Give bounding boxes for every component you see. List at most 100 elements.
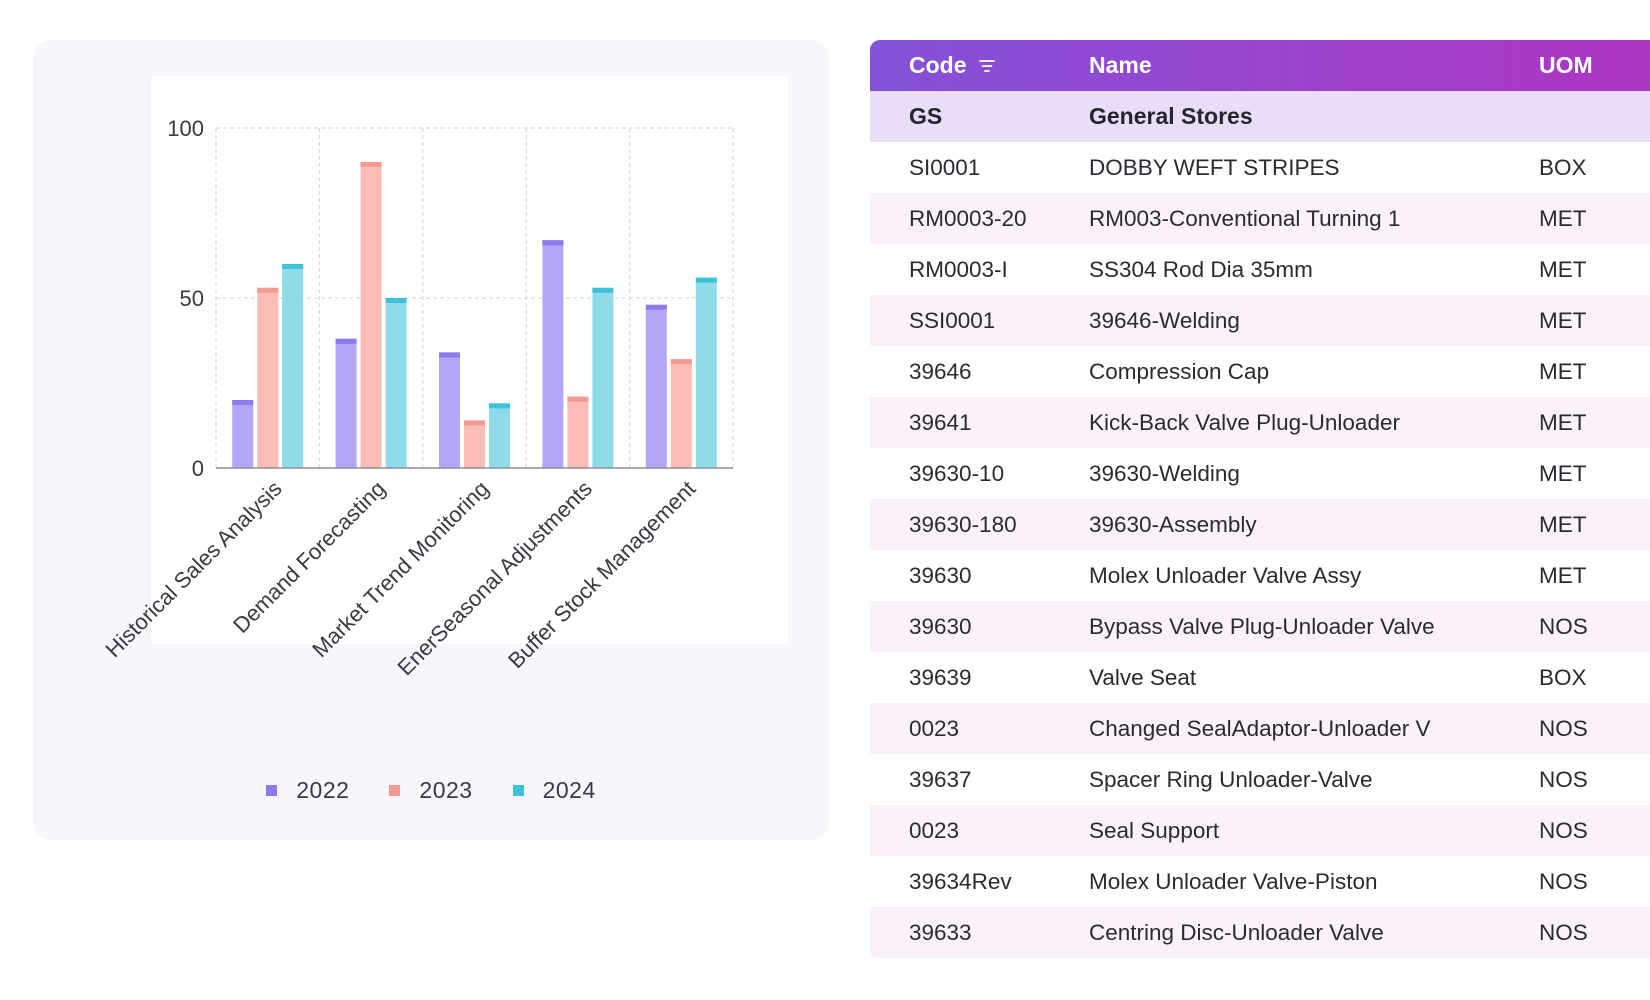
- table-row[interactable]: 39641 Kick-Back Valve Plug-Unloader MET: [870, 397, 1650, 448]
- cell-name: 39630-Welding: [1089, 460, 1240, 486]
- table-row[interactable]: RM0003-I SS304 Rod Dia 35mm MET: [870, 244, 1650, 295]
- y-tick-label: 100: [167, 116, 204, 141]
- group-row-general-stores[interactable]: GS General Stores: [870, 91, 1650, 142]
- bar-2023-3: [567, 396, 589, 468]
- cell-code: RM0003-I: [909, 256, 1008, 282]
- items-table: Code Name UOM GS General Stores SI0001 DO…: [870, 40, 1650, 960]
- cell-name: SS304 Rod Dia 35mm: [1089, 256, 1313, 282]
- table-row[interactable]: 39634Rev Molex Unloader Valve-Piston NOS: [870, 856, 1650, 907]
- table-row[interactable]: 39637 Spacer Ring Unloader-Valve NOS: [870, 754, 1650, 805]
- bar-cap-2022-2: [439, 352, 460, 358]
- table-row[interactable]: RM0003-20 RM003-Conventional Turning 1 MET: [870, 193, 1650, 244]
- chart-card: 0 50 100 Historical Sales Analysis Demand Fo…: [33, 40, 829, 840]
- bar-2022-4: [645, 304, 667, 468]
- cell-name: 39630-Assembly: [1089, 511, 1257, 537]
- cell-uom: MET: [1539, 205, 1587, 231]
- cell-uom: NOS: [1539, 715, 1588, 741]
- y-tick-label: 50: [180, 286, 204, 311]
- cell-name: Spacer Ring Unloader-Valve: [1089, 766, 1373, 792]
- column-header-name[interactable]: Name: [1089, 52, 1152, 78]
- column-header-code[interactable]: Code: [870, 52, 1089, 79]
- chart-legend: 2022 2023 2024: [33, 770, 829, 810]
- x-category-label: Historical Sales Analysis: [100, 476, 286, 662]
- cell-uom: BOX: [1539, 154, 1587, 180]
- cell-name: Molex Unloader Valve-Piston: [1089, 868, 1378, 894]
- table-row[interactable]: 0023 Seal Support NOS: [870, 805, 1650, 856]
- bar-cap-2022-1: [335, 338, 357, 344]
- bar-cap-2022-0: [232, 400, 254, 405]
- cell-uom: MET: [1539, 307, 1587, 333]
- bar-2024-2: [489, 403, 510, 468]
- cell-uom: MET: [1539, 358, 1587, 384]
- legend-item-2024[interactable]: 2024: [512, 776, 596, 804]
- bar-2023-1: [360, 162, 382, 468]
- table-row[interactable]: SSI0001 39646-Welding MET: [870, 295, 1650, 346]
- cell-code: 0023: [909, 715, 960, 741]
- cell-code: 39630-180: [909, 511, 1017, 537]
- cell-name: Valve Seat: [1089, 664, 1197, 690]
- cell-uom: BOX: [1539, 664, 1587, 690]
- legend-item-2023[interactable]: 2023: [389, 777, 472, 804]
- table-row[interactable]: 39633 Centring Disc-Unloader Valve NOS: [870, 907, 1650, 958]
- cell-uom: NOS: [1539, 868, 1588, 894]
- legend-item-2022[interactable]: 2022: [266, 777, 349, 804]
- cell-name: Changed SealAdaptor-Unloader V: [1089, 715, 1431, 741]
- cell-code: 0023: [909, 817, 960, 843]
- bar-cap-2024-1: [385, 298, 407, 303]
- cell-code: 39646: [909, 358, 972, 384]
- cell-name: Compression Cap: [1089, 358, 1270, 384]
- cell-uom: NOS: [1539, 817, 1588, 843]
- table-row[interactable]: 39646 Compression Cap MET: [870, 346, 1650, 397]
- table-row[interactable]: 0023 Changed SealAdaptor-Unloader V NOS: [870, 703, 1650, 754]
- column-header-uom[interactable]: UOM: [1539, 52, 1593, 78]
- cell-name: Bypass Valve Plug-Unloader Valve: [1089, 613, 1435, 639]
- bar-cap-2024-3: [592, 287, 614, 293]
- cell-name: Seal Support: [1089, 817, 1220, 843]
- table-row[interactable]: SI0001 DOBBY WEFT STRIPES BOX: [870, 142, 1650, 193]
- table-row[interactable]: 39630 Bypass Valve Plug-Unloader Valve NOS: [870, 601, 1650, 652]
- cell-code: SSI0001: [909, 307, 996, 333]
- bar-cap-2024-0: [282, 264, 304, 269]
- x-category-label: EnerSeasonal Adjustments: [392, 476, 596, 680]
- bar-cap-2023-3: [567, 396, 589, 402]
- cell-code: 39630: [909, 562, 972, 588]
- bar-2022-1: [335, 338, 357, 468]
- bar-2024-3: [592, 287, 614, 468]
- table-header-row: Code Name UOM: [870, 40, 1650, 91]
- cell-uom: NOS: [1539, 766, 1588, 792]
- legend-swatch: [266, 784, 278, 796]
- bar-2024-0: [282, 264, 304, 468]
- bar-cap-2023-4: [670, 359, 692, 365]
- legend-swatch: [512, 784, 524, 796]
- cell-uom: MET: [1539, 256, 1587, 282]
- group-code: GS: [909, 103, 943, 129]
- legend-label: 2024: [542, 776, 596, 803]
- bar-cap-2023-1: [360, 162, 382, 167]
- column-header-code-label: Code: [909, 52, 967, 78]
- legend-label: 2022: [296, 776, 350, 803]
- cell-uom: NOS: [1539, 613, 1588, 639]
- bar-cap-2023-0: [257, 287, 279, 293]
- bar-2023-2: [464, 420, 485, 468]
- cell-uom: MET: [1539, 511, 1587, 537]
- bar-2022-3: [542, 240, 564, 468]
- cell-name: RM003-Conventional Turning 1: [1089, 205, 1401, 231]
- cell-uom: MET: [1539, 409, 1587, 435]
- table-row[interactable]: 39630-180 39630-Assembly MET: [870, 499, 1650, 550]
- bar-cap-2024-4: [695, 277, 717, 283]
- cell-name: 39646-Welding: [1089, 307, 1240, 333]
- table-row[interactable]: 39639 Valve Seat BOX: [870, 652, 1650, 703]
- cell-uom: MET: [1539, 562, 1587, 588]
- bar-cap-2022-4: [645, 304, 667, 310]
- cell-code: SI0001: [909, 154, 981, 180]
- cell-code: 39634Rev: [909, 868, 1012, 894]
- cell-uom: NOS: [1539, 919, 1588, 945]
- table-row[interactable]: 39630-10 39630-Welding MET: [870, 448, 1650, 499]
- bar-2024-1: [385, 298, 407, 468]
- cell-name: Molex Unloader Valve Assy: [1089, 562, 1362, 588]
- filter-lines-icon[interactable]: [978, 52, 995, 79]
- cell-name: Centring Disc-Unloader Valve: [1089, 919, 1384, 945]
- table-row[interactable]: 39630 Molex Unloader Valve Assy MET: [870, 550, 1650, 601]
- cell-code: 39639: [909, 664, 972, 690]
